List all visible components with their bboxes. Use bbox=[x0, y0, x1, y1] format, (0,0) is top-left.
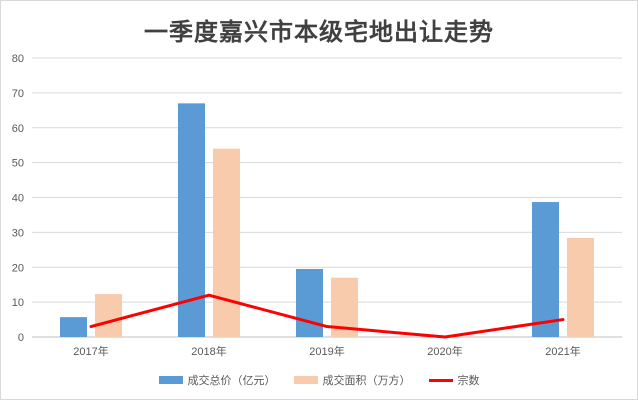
legend-label-count: 宗数 bbox=[457, 374, 480, 387]
y-tick-label-30: 30 bbox=[12, 227, 24, 239]
legend-swatch-count bbox=[428, 378, 453, 382]
y-tick-label-20: 20 bbox=[12, 262, 24, 274]
y-tick-label-0: 0 bbox=[18, 332, 24, 344]
bar-total-price-0 bbox=[60, 317, 87, 337]
x-tick-label-4: 2021年 bbox=[545, 344, 580, 358]
y-tick-label-10: 10 bbox=[12, 297, 24, 309]
legend-item-area[interactable]: 成交面积（万方） bbox=[293, 372, 411, 388]
bar-total-price-2 bbox=[296, 268, 323, 337]
bar-area-1 bbox=[213, 148, 240, 337]
chart-legend: 成交总价（亿元） 成交面积（万方） 宗数 bbox=[0, 372, 638, 388]
legend-item-total-price[interactable]: 成交总价（亿元） bbox=[158, 372, 276, 388]
y-tick-label-70: 70 bbox=[12, 88, 24, 100]
x-tick-label-3: 2020年 bbox=[427, 344, 462, 358]
x-tick-label-1: 2018年 bbox=[191, 344, 226, 358]
legend-swatch-area bbox=[293, 376, 318, 384]
chart-title: 一季度嘉兴市本级宅地出让走势 bbox=[144, 17, 494, 46]
legend-item-count[interactable]: 宗数 bbox=[428, 372, 480, 388]
x-tick-label-2: 2019年 bbox=[309, 344, 344, 358]
bar-area-4 bbox=[567, 237, 594, 337]
x-tick-label-0: 2017年 bbox=[73, 344, 108, 358]
legend-swatch-total-price bbox=[158, 376, 183, 384]
y-tick-label-60: 60 bbox=[12, 123, 24, 135]
legend-label-area: 成交面积（万方） bbox=[322, 374, 411, 387]
y-tick-label-50: 50 bbox=[12, 158, 24, 170]
legend-label-total-price: 成交总价（亿元） bbox=[187, 374, 276, 387]
y-tick-label-40: 40 bbox=[12, 193, 24, 205]
bar-area-0 bbox=[95, 294, 122, 337]
bar-total-price-4 bbox=[532, 202, 559, 337]
y-tick-label-80: 80 bbox=[12, 53, 24, 65]
line-count bbox=[89, 293, 565, 339]
